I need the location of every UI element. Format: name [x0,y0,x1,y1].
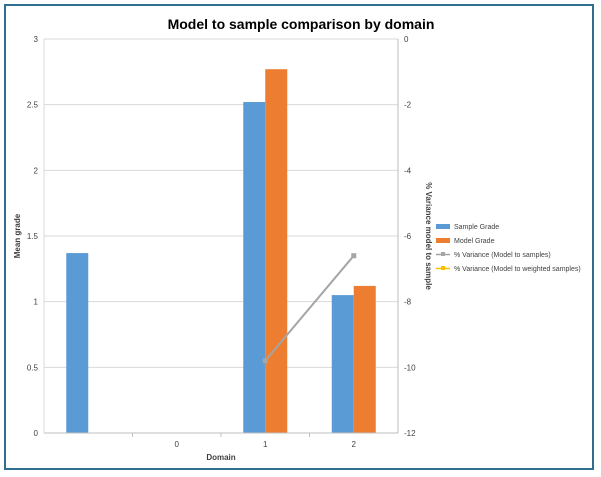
y2-tick-label: -6 [404,232,412,241]
legend-swatch [436,224,450,229]
bar-sample-grade [243,102,266,433]
y-tick-label: 1 [34,298,39,307]
point--variance-model-to-samples [262,358,268,364]
x-tick-label: 2 [352,440,357,449]
lines [262,253,357,364]
x-tick-label: 1 [263,440,268,449]
bar-model-grade [265,69,288,433]
y2-tick-label: 0 [404,35,409,44]
legend-marker [441,252,445,256]
y2-tick-label: -10 [404,363,416,372]
legend-marker [441,266,445,270]
legend-label: % Variance (Model to samples) [454,252,551,259]
chart-svg: 0 0.5 1 1.5 2 2.5 3 -12 -10 -8 -6 -4 -2 0 0 1 2 Domain Mea… [13,35,581,462]
y-tick-label: 3 [34,35,39,44]
y2-tick-label: -4 [404,166,412,175]
line--variance-model-to-samples [264,255,355,362]
y2-axis-title: % Variance model to sample [424,182,433,290]
y2-tick-label: -12 [404,429,416,438]
bar-model-grade [353,285,376,433]
y-axis-title: Mean grade [13,213,22,258]
bar-sample-grade [331,295,354,433]
chart-frame: Model to sample comparison by domain 0 0.… [4,4,594,470]
y2-tick-label: -8 [404,298,412,307]
axes: 0 0.5 1 1.5 2 2.5 3 -12 -10 -8 -6 -4 -2 0 0 1 2 Domain Mea… [13,35,433,462]
legend-label: Model Grade [454,238,495,245]
legend-label: % Variance (Model to weighted samples) [454,266,581,273]
y-tick-label: 1.5 [27,232,39,241]
y-tick-label: 0 [34,429,39,438]
y-tick-label: 2 [34,166,39,175]
bar-sample-grade [66,253,89,433]
x-axis-title: Domain [206,453,235,462]
bars [66,69,376,433]
y-tick-label: 0.5 [27,363,39,372]
legend-swatch [436,238,450,243]
x-tick-label: 0 [175,440,180,449]
y2-tick-label: -2 [404,101,412,110]
point--variance-model-to-samples [351,253,357,259]
chart-title: Model to sample comparison by domain [167,16,435,32]
legend-label: Sample Grade [454,224,499,231]
legend: Sample Grade Model Grade % Variance (Model… [436,224,581,273]
y-tick-label: 2.5 [27,101,39,110]
